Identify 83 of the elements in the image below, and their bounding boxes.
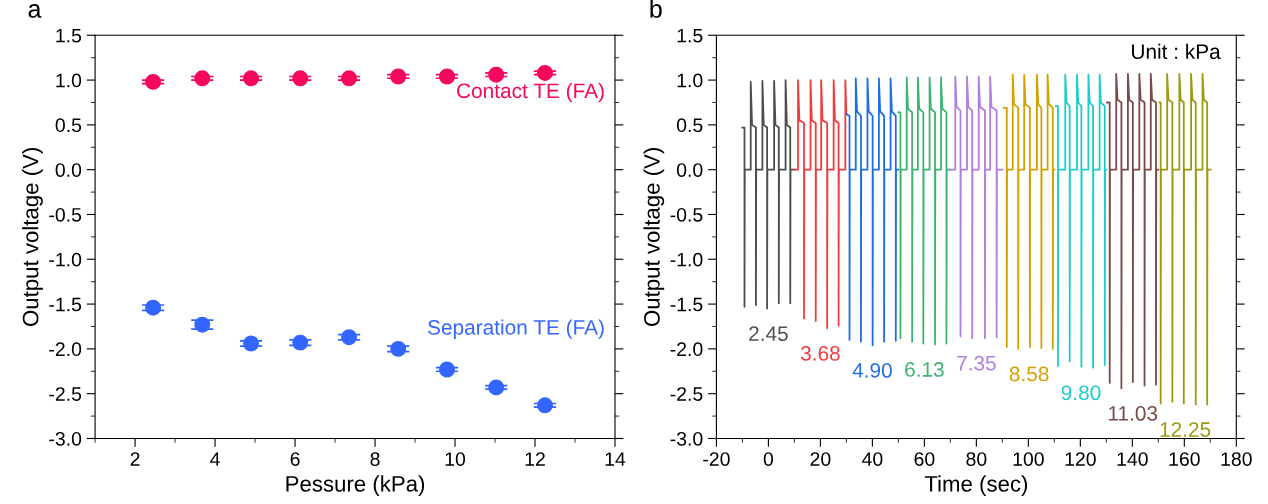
x-tick-label: 100 <box>1013 452 1044 466</box>
x-tick-label: 120 <box>1065 452 1096 466</box>
point <box>292 334 309 351</box>
x-tick-label: 6 <box>290 452 300 466</box>
y-tick-label: 0.0 <box>55 163 82 177</box>
x-tick-label: 40 <box>862 452 883 466</box>
x-tick-label: 80 <box>966 452 987 466</box>
series-label: 12.25 <box>1160 422 1211 437</box>
x-tick-label: -20 <box>703 452 730 466</box>
annotation: Unit : kPa <box>1132 43 1221 60</box>
y-tick-label: -2.5 <box>670 387 703 401</box>
line-series <box>741 79 796 310</box>
y-tick-label: -0.5 <box>49 207 82 222</box>
point <box>488 66 505 83</box>
x-tick-label: 180 <box>1221 452 1252 466</box>
line-series <box>793 79 848 330</box>
series-label: 11.03 <box>1109 406 1158 421</box>
x-tick-label: 10 <box>445 452 466 466</box>
point <box>439 361 455 378</box>
y-tick-label: -2.0 <box>49 342 82 357</box>
y-tick-label: -0.5 <box>670 207 703 222</box>
chart-title: b <box>650 0 662 18</box>
x-tick-label: 4 <box>210 452 220 466</box>
point <box>292 70 309 87</box>
point <box>439 68 455 85</box>
series-label: 4.90 <box>852 363 892 378</box>
y-tick-label: -1.0 <box>670 252 703 267</box>
point <box>341 70 358 87</box>
y-tick-label: 1.0 <box>56 73 82 88</box>
line-series <box>1158 72 1212 406</box>
chart-title: a <box>28 4 42 18</box>
point <box>145 73 162 90</box>
x-tick-label: 160 <box>1169 452 1200 466</box>
series-label: 8.58 <box>1009 366 1049 382</box>
series-label: 2.45 <box>749 326 788 342</box>
point <box>537 397 553 414</box>
line-series <box>1054 73 1108 369</box>
y-tick-label: -3.0 <box>670 431 703 446</box>
x-tick-label: 0 <box>763 452 774 466</box>
line-series <box>845 77 900 347</box>
series-label: 7.35 <box>957 355 996 371</box>
x-axis-title: Time (sec) <box>924 475 1028 497</box>
y-tick-label: -1.5 <box>49 297 82 312</box>
x-tick-label: 12 <box>525 452 545 466</box>
series-label: 3.68 <box>800 345 840 361</box>
point <box>537 64 553 81</box>
y-tick-label: -3.0 <box>49 431 82 446</box>
y-tick-label: -2.0 <box>670 342 703 357</box>
x-tick-label: 20 <box>810 452 831 466</box>
series-label: Contact TE (FA) <box>457 82 604 103</box>
point <box>341 329 358 346</box>
series-label: 6.13 <box>905 362 944 377</box>
y-tick-label: 1.5 <box>677 28 703 43</box>
line-series <box>1003 73 1056 350</box>
line-series <box>1106 72 1160 390</box>
x-tick-label: 140 <box>1117 452 1148 466</box>
y-tick-label: 0.5 <box>55 118 82 133</box>
y-tick-label: 1.5 <box>56 28 82 43</box>
series-label: 9.80 <box>1061 385 1101 401</box>
y-tick-label: -2.5 <box>49 387 82 401</box>
line-series <box>897 76 952 346</box>
y-tick-label: 0.5 <box>676 118 703 133</box>
x-tick-label: 14 <box>605 452 626 466</box>
point <box>390 68 407 85</box>
x-axis-title: Pessure (kPa) <box>286 475 425 497</box>
line-series <box>949 75 1004 340</box>
y-tick-label: 1.0 <box>677 73 703 88</box>
y-axis-title: Output voltage (V) <box>643 148 665 326</box>
y-tick-label: -1.0 <box>49 252 82 267</box>
point <box>194 70 211 87</box>
point <box>145 299 162 316</box>
x-tick-label: 8 <box>370 452 380 466</box>
point <box>194 316 211 333</box>
point <box>243 335 260 352</box>
series-label: Separation TE (FA) <box>427 319 604 339</box>
y-tick-label: 0.0 <box>676 163 703 177</box>
point <box>243 70 260 87</box>
y-axis-title: Output voltage (V) <box>22 148 43 326</box>
x-tick-label: 2 <box>130 452 140 466</box>
x-tick-label: 60 <box>914 452 935 466</box>
point <box>488 379 505 396</box>
y-tick-label: -1.5 <box>670 297 703 312</box>
point <box>390 340 407 357</box>
